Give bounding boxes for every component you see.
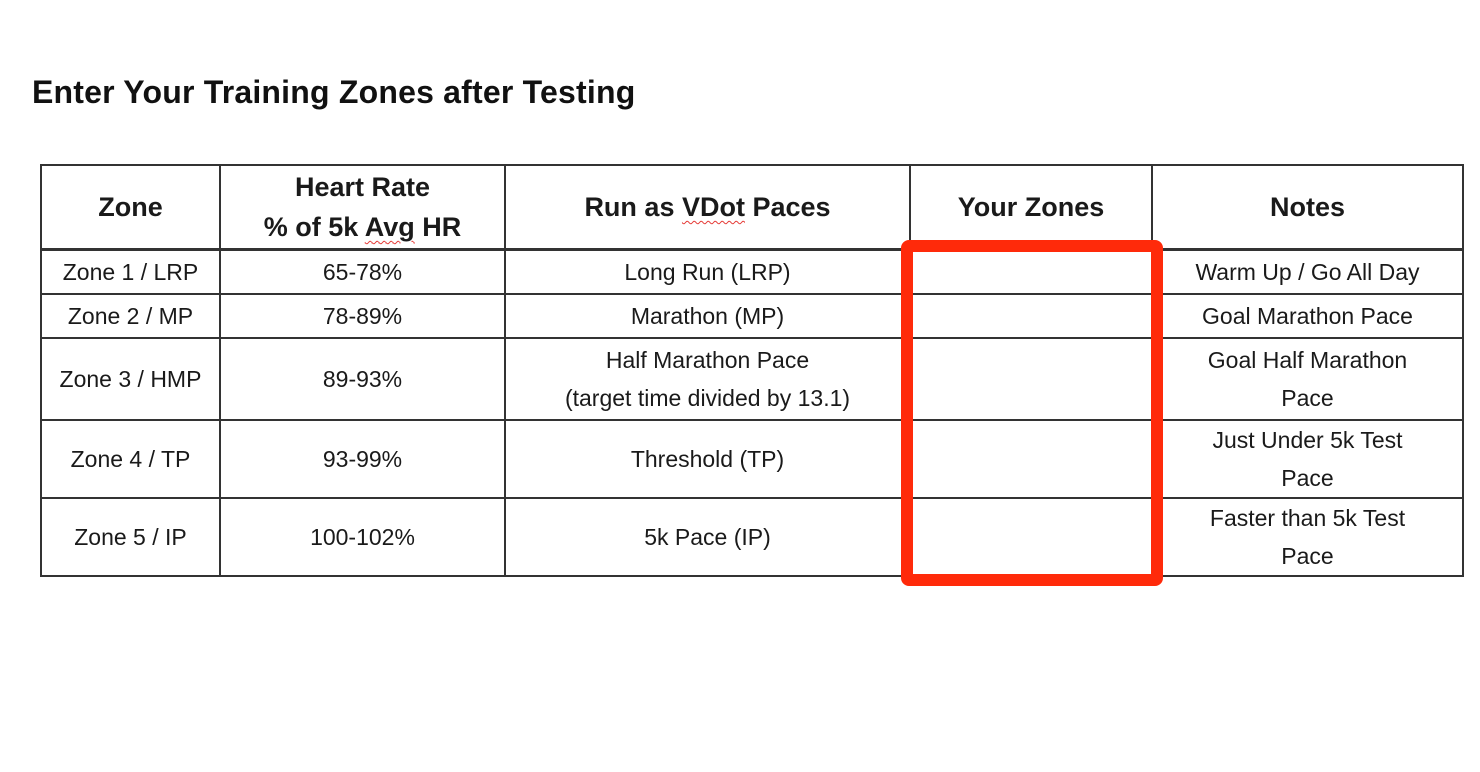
cell-heart-rate: 65-78% <box>219 248 506 295</box>
cell-zone: Zone 1 / LRP <box>40 248 221 295</box>
cell-heart-rate: 93-99% <box>219 418 506 499</box>
cell-pace: Half Marathon Pace (target time divided … <box>504 336 911 421</box>
cell-notes: Goal Half Marathon Pace <box>1151 336 1464 421</box>
cell-pace: Marathon (MP) <box>504 292 911 339</box>
cell-pace: 5k Pace (IP) <box>504 496 911 577</box>
header-heart-rate-line2: % of 5k Avg HR <box>263 212 462 242</box>
table-header-row: Zone Heart Rate % of 5k Avg HR Run as VD… <box>40 164 1464 251</box>
cell-notes: Faster than 5k Test Pace <box>1151 496 1464 577</box>
cell-notes: Just Under 5k Test Pace <box>1151 418 1464 499</box>
spellcheck-word-vdot: VDot <box>681 192 745 222</box>
page-title: Enter Your Training Zones after Testing <box>32 74 636 110</box>
cell-heart-rate: 89-93% <box>219 336 506 421</box>
cell-your-zone[interactable] <box>909 292 1153 339</box>
header-your-zones: Your Zones <box>909 164 1153 251</box>
cell-notes: Warm Up / Go All Day <box>1151 248 1464 295</box>
cell-heart-rate: 78-89% <box>219 292 506 339</box>
cell-your-zone[interactable] <box>909 496 1153 577</box>
cell-your-zone[interactable] <box>909 336 1153 421</box>
table-row: Zone 3 / HMP 89-93% Half Marathon Pace (… <box>40 336 1464 421</box>
table-row: Zone 4 / TP 93-99% Threshold (TP) Just U… <box>40 418 1464 499</box>
cell-pace: Threshold (TP) <box>504 418 911 499</box>
header-notes: Notes <box>1151 164 1464 251</box>
table-row: Zone 1 / LRP 65-78% Long Run (LRP) Warm … <box>40 248 1464 295</box>
cell-your-zone[interactable] <box>909 418 1153 499</box>
header-zone: Zone <box>40 164 221 251</box>
cell-your-zone[interactable] <box>909 248 1153 295</box>
table-row: Zone 5 / IP 100-102% 5k Pace (IP) Faster… <box>40 496 1464 577</box>
spellcheck-word-avg: Avg <box>364 212 415 242</box>
cell-heart-rate: 100-102% <box>219 496 506 577</box>
header-heart-rate: Heart Rate % of 5k Avg HR <box>219 164 506 251</box>
cell-zone: Zone 3 / HMP <box>40 336 221 421</box>
cell-zone: Zone 2 / MP <box>40 292 221 339</box>
header-heart-rate-line1: Heart Rate <box>294 172 431 202</box>
cell-zone: Zone 4 / TP <box>40 418 221 499</box>
cell-pace: Long Run (LRP) <box>504 248 911 295</box>
header-vdot-paces: Run as VDot Paces <box>504 164 911 251</box>
table-row: Zone 2 / MP 78-89% Marathon (MP) Goal Ma… <box>40 292 1464 339</box>
cell-notes: Goal Marathon Pace <box>1151 292 1464 339</box>
cell-zone: Zone 5 / IP <box>40 496 221 577</box>
training-zones-table: Zone Heart Rate % of 5k Avg HR Run as VD… <box>40 164 1464 577</box>
